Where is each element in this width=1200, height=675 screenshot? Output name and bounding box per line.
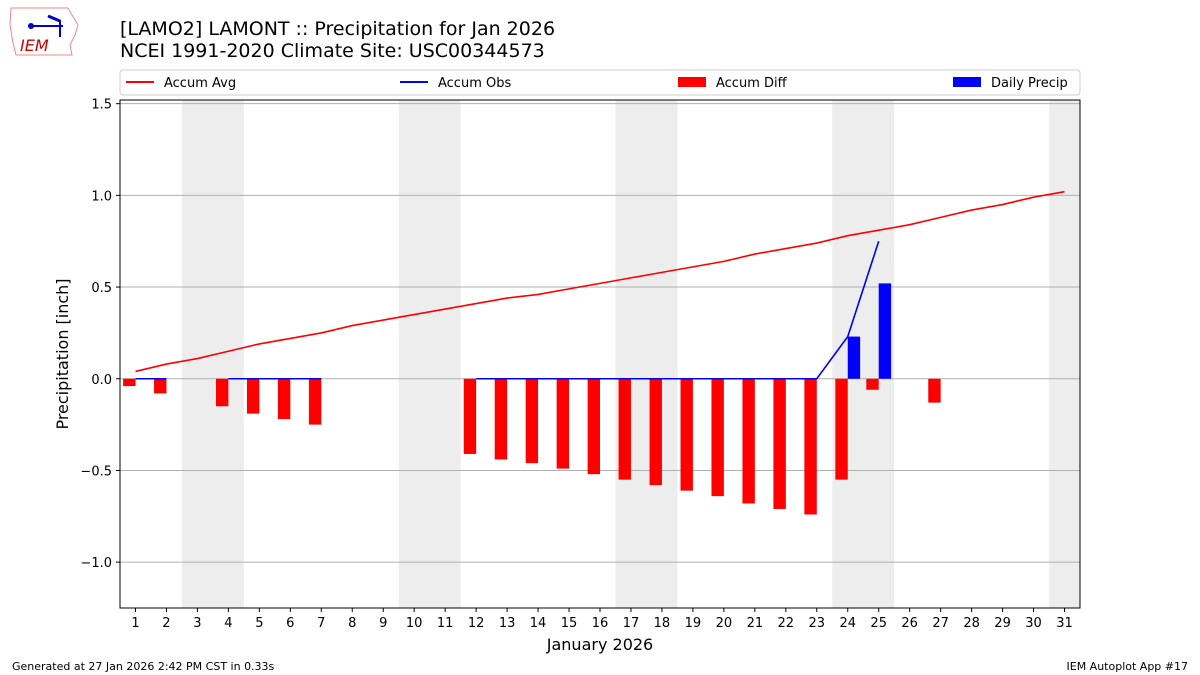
bar-accum-diff — [649, 378, 662, 486]
bar-accum-diff — [216, 378, 229, 407]
bar-accum-diff — [711, 378, 724, 497]
legend-label: Accum Diff — [716, 76, 788, 91]
bar-accum-diff — [308, 378, 322, 425]
bar-accum-diff — [525, 378, 539, 464]
x-tick-label: 22 — [778, 616, 795, 631]
x-tick-label: 24 — [839, 616, 856, 631]
x-tick-label: 18 — [654, 616, 671, 631]
logo-text: IEM — [20, 36, 49, 55]
x-tick-label: 27 — [932, 616, 949, 631]
weekend-band — [615, 100, 678, 608]
x-tick-label: 6 — [286, 616, 294, 631]
y-tick-label: −1.0 — [80, 556, 112, 571]
bar-accum-diff — [928, 378, 941, 403]
bar-accum-diff — [587, 378, 600, 475]
weekend-band — [181, 100, 244, 608]
bar-accum-diff — [866, 378, 879, 390]
bar-accum-diff — [123, 378, 136, 387]
bar-accum-diff — [680, 378, 693, 491]
bar-daily-precip — [847, 336, 861, 379]
x-tick-label: 3 — [193, 616, 201, 631]
x-tick-label: 9 — [379, 616, 387, 631]
x-tick-label: 21 — [747, 616, 764, 631]
bar-accum-diff — [277, 378, 291, 420]
x-tick-label: 30 — [1025, 616, 1042, 631]
bar-daily-precip — [878, 283, 892, 379]
x-tick-label: 23 — [809, 616, 826, 631]
bar-accum-diff — [556, 378, 570, 469]
x-tick-label: 20 — [716, 616, 733, 631]
bar-accum-diff — [618, 378, 631, 480]
x-tick-label: 4 — [224, 616, 232, 631]
bar-accum-diff — [494, 378, 508, 460]
line-accum-avg — [135, 190, 1065, 373]
y-tick-label: 0.5 — [91, 281, 112, 296]
weekend-band — [398, 100, 461, 608]
x-tick-label: 2 — [162, 616, 170, 631]
x-tick-label: 25 — [870, 616, 887, 631]
weekend-band — [1049, 100, 1080, 608]
x-tick-label: 26 — [901, 616, 918, 631]
x-tick-label: 5 — [255, 616, 263, 631]
x-tick-label: 14 — [530, 616, 547, 631]
bar-accum-diff — [804, 378, 817, 515]
x-tick-label: 19 — [685, 616, 702, 631]
x-tick-label: 16 — [592, 616, 609, 631]
x-tick-label: 1 — [131, 616, 139, 631]
x-tick-label: 8 — [348, 616, 356, 631]
y-tick-label: −0.5 — [80, 464, 112, 479]
legend-swatch — [678, 77, 706, 87]
iem-logo: IEM — [9, 7, 79, 56]
legend-label: Daily Precip — [991, 76, 1068, 91]
x-tick-label: 13 — [499, 616, 516, 631]
legend-swatch — [953, 77, 981, 87]
footer-generated: Generated at 27 Jan 2026 2:42 PM CST in … — [12, 660, 275, 673]
line-accum-obs — [476, 240, 880, 380]
chart-subtitle: NCEI 1991-2020 Climate Site: USC00344573 — [120, 40, 545, 62]
x-tick-label: 15 — [561, 616, 578, 631]
x-tick-label: 10 — [406, 616, 423, 631]
legend-label: Accum Avg — [164, 76, 236, 91]
y-tick-label: 1.0 — [91, 189, 112, 204]
x-tick-label: 17 — [623, 616, 640, 631]
bar-accum-diff — [154, 378, 167, 394]
bar-accum-diff — [773, 378, 786, 509]
legend — [119, 69, 1081, 96]
legend-label: Accum Obs — [438, 76, 511, 91]
y-axis-label: Precipitation [inch] — [53, 278, 72, 429]
x-tick-label: 29 — [994, 616, 1011, 631]
x-axis-label: January 2026 — [546, 635, 653, 654]
bar-accum-diff — [835, 378, 848, 480]
x-tick-label: 7 — [317, 616, 325, 631]
bar-accum-diff — [742, 378, 755, 504]
plot-frame — [119, 99, 1081, 609]
y-tick-label: 0.0 — [91, 373, 112, 388]
bar-accum-diff — [463, 378, 477, 454]
x-tick-label: 12 — [468, 616, 485, 631]
x-tick-label: 28 — [963, 616, 980, 631]
x-tick-label: 11 — [437, 616, 454, 631]
footer-app: IEM Autoplot App #17 — [1066, 660, 1189, 673]
x-tick-label: 31 — [1056, 616, 1073, 631]
y-tick-label: 1.5 — [91, 98, 112, 113]
bar-accum-diff — [246, 378, 260, 414]
chart-title: [LAMO2] LAMONT :: Precipitation for Jan … — [120, 18, 556, 40]
